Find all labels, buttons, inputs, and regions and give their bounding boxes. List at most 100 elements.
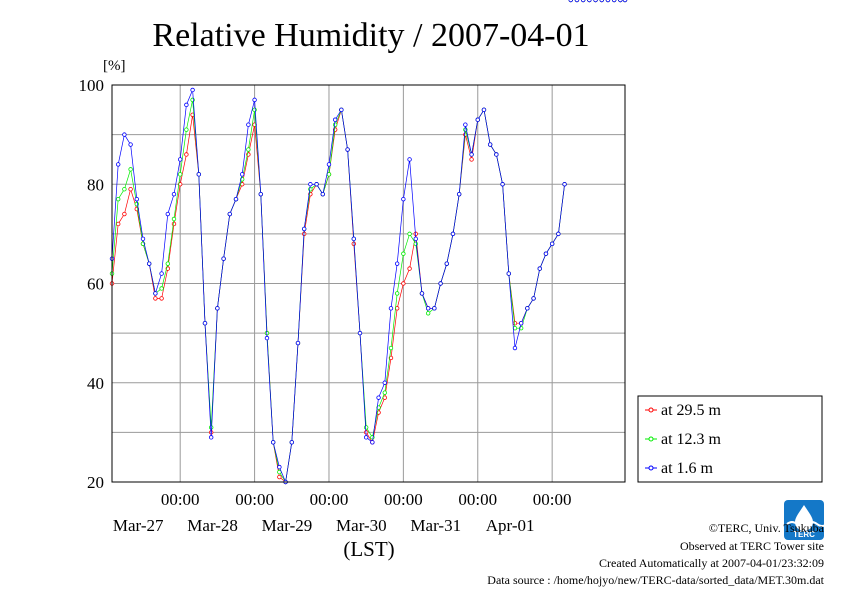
data-point (128, 142, 133, 147)
data-point (252, 97, 257, 103)
data-point (611, 0, 617, 3)
data-point (115, 221, 121, 227)
data-point (593, 0, 598, 3)
y-tick-label: 80 (87, 175, 104, 194)
x-date-label: Apr-01 (486, 516, 535, 535)
data-series (109, 0, 628, 485)
data-point (370, 435, 375, 440)
data-point (407, 157, 412, 162)
data-point (227, 211, 232, 217)
data-point (196, 172, 201, 177)
legend-marker (648, 465, 654, 471)
data-point (159, 296, 164, 301)
data-point (326, 172, 332, 177)
data-point (425, 311, 431, 316)
logo-text: TERC (793, 530, 815, 539)
data-point (128, 187, 133, 192)
observed-site-text: Observed at TERC Tower site (679, 539, 824, 553)
x-time-label: 00:00 (161, 490, 200, 509)
y-tick-label: 20 (87, 473, 104, 492)
data-point (531, 296, 536, 301)
data-point (494, 152, 499, 157)
data-point (388, 306, 394, 311)
data-point (469, 152, 474, 157)
data-point (401, 251, 406, 256)
legend: at 29.5 m at 12.3 m at 1.6 m (637, 395, 823, 483)
data-point (171, 221, 177, 227)
data-point (481, 107, 487, 113)
data-point (171, 191, 177, 197)
data-point (512, 345, 518, 351)
data-point (425, 306, 431, 311)
data-point (450, 231, 456, 237)
data-point (407, 231, 412, 237)
data-point (159, 271, 164, 276)
data-point (264, 335, 270, 341)
terc-logo-icon: TERC (784, 500, 824, 540)
data-point (382, 380, 387, 385)
y-tick-label: 40 (87, 374, 104, 393)
legend-label: at 1.6 m (661, 460, 714, 477)
y-tick-labels: 20 40 60 80 100 (79, 76, 105, 492)
data-point (562, 182, 567, 187)
data-point (370, 440, 375, 445)
chart-title: Relative Humidity / 2007-04-01 (152, 17, 589, 54)
data-point (165, 261, 170, 266)
data-point (332, 117, 338, 122)
data-point (295, 340, 301, 346)
data-point (568, 0, 573, 3)
data-point (525, 306, 530, 311)
data-point (115, 162, 121, 167)
data-point (326, 162, 332, 167)
data-point (506, 271, 511, 276)
data-point (159, 286, 164, 291)
data-point (165, 211, 170, 217)
x-date-label: Mar-31 (410, 516, 461, 535)
data-point (363, 425, 369, 430)
data-point (580, 0, 586, 3)
data-point (574, 0, 580, 3)
logo-wave (786, 521, 824, 527)
x-date-label: Mar-28 (187, 516, 238, 535)
plot-frame (111, 84, 626, 483)
data-point (146, 261, 152, 266)
data-point (221, 256, 226, 261)
data-source-text: Data source : /home/hojyo/new/TERC-data/… (487, 573, 824, 587)
data-point (184, 102, 189, 108)
data-point (419, 291, 425, 296)
data-point (622, 0, 628, 3)
data-point (537, 266, 542, 271)
data-point (438, 281, 443, 286)
data-point (314, 182, 319, 187)
data-point (277, 464, 282, 470)
data-point (122, 187, 127, 192)
copyright-text: ©TERC, Univ. Tsukuba (708, 521, 824, 535)
data-point (308, 187, 313, 192)
data-point (444, 261, 449, 266)
data-point (339, 107, 344, 113)
data-point (543, 251, 549, 256)
data-point (208, 425, 214, 430)
data-point (140, 236, 146, 242)
data-point (202, 321, 208, 326)
data-point (115, 196, 121, 202)
data-point (587, 0, 592, 3)
legend-label: at 29.5 m (661, 402, 722, 419)
y-tick-label: 60 (87, 275, 104, 294)
data-point (556, 231, 561, 237)
data-point (171, 216, 177, 222)
data-point (512, 321, 518, 326)
data-point (128, 167, 133, 172)
data-point (239, 172, 245, 177)
x-time-label: 00:00 (458, 490, 497, 509)
x-date-label: Mar-27 (113, 516, 164, 535)
data-point (388, 345, 394, 351)
y-tick-label: 100 (79, 76, 105, 95)
data-point (549, 241, 555, 246)
data-point (605, 0, 611, 3)
data-point (401, 281, 406, 286)
x-date-label: Mar-29 (262, 516, 313, 535)
data-point (215, 306, 220, 311)
data-point (252, 107, 257, 113)
